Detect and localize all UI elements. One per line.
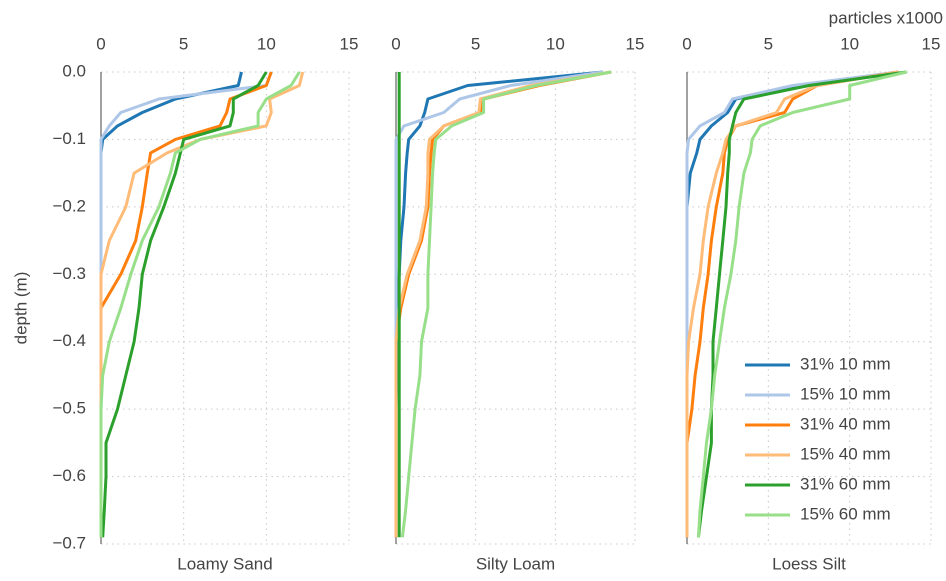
y-tick-label: 0.0 [62, 61, 86, 80]
x-tick-label: 10 [546, 34, 565, 53]
line-series [685, 70, 899, 538]
line-series [696, 70, 907, 538]
legend-label: 15% 10 mm [800, 384, 891, 403]
y-tick-label: −0.7 [52, 533, 86, 552]
x-tick-label: 15 [626, 34, 645, 53]
y-tick-label: −0.4 [52, 331, 86, 350]
y-tick-label: −0.1 [52, 129, 86, 148]
line-series [685, 70, 899, 538]
x-tick-label: 5 [179, 34, 188, 53]
x-tick-label: 0 [391, 34, 400, 53]
x-tick-label: 5 [764, 34, 773, 53]
line-series [685, 70, 899, 538]
y-tick-label: −0.6 [52, 466, 86, 485]
y-axis-label: depth (m) [11, 272, 30, 345]
legend-label: 15% 40 mm [800, 444, 891, 463]
x-axis-label: particles x1000 [829, 8, 943, 27]
line-series [400, 70, 612, 538]
line-series [99, 71, 305, 538]
x-tick-label: 0 [682, 34, 691, 53]
line-series [99, 71, 273, 538]
y-tick-label: −0.3 [52, 264, 86, 283]
x-tick-label: 5 [471, 34, 480, 53]
line-series [99, 71, 273, 538]
y-tick-label: −0.2 [52, 196, 86, 215]
line-series [99, 71, 301, 538]
panel-title: Loamy Sand [177, 554, 272, 573]
panel-title: Loess Silt [772, 554, 846, 573]
x-tick-label: 15 [922, 34, 941, 53]
legend-label: 31% 60 mm [800, 474, 891, 493]
x-tick-label: 0 [96, 34, 105, 53]
line-series [101, 71, 268, 538]
legend-label: 31% 40 mm [800, 414, 891, 433]
legend-label: 15% 60 mm [800, 504, 891, 523]
line-series [685, 70, 899, 538]
line-series [394, 70, 612, 538]
legend-label: 31% 10 mm [800, 354, 891, 373]
x-tick-label: 10 [257, 34, 276, 53]
y-tick-label: −0.5 [52, 399, 86, 418]
panel-title: Silty Loam [476, 554, 555, 573]
line-series [696, 70, 907, 538]
x-tick-label: 10 [840, 34, 859, 53]
x-tick-label: 15 [340, 34, 359, 53]
